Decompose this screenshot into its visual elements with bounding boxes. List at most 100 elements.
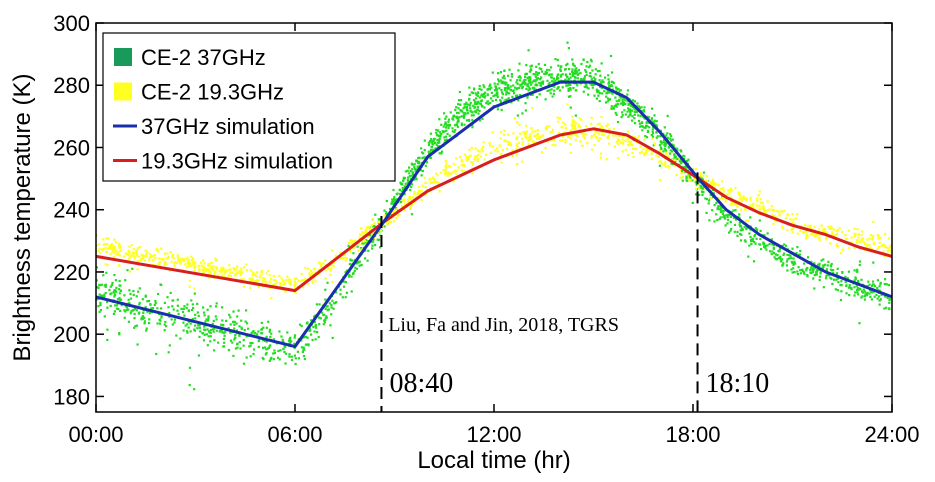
scatter-point bbox=[299, 323, 302, 326]
scatter-point bbox=[666, 155, 669, 158]
scatter-point bbox=[799, 272, 802, 275]
scatter-point bbox=[779, 255, 782, 258]
scatter-point bbox=[835, 229, 838, 232]
scatter-point bbox=[447, 173, 450, 176]
scatter-point bbox=[396, 192, 399, 195]
scatter-point bbox=[164, 261, 167, 264]
scatter-point bbox=[567, 47, 570, 50]
scatter-point bbox=[866, 238, 869, 241]
scatter-point bbox=[113, 290, 116, 293]
scatter-point bbox=[207, 268, 211, 271]
scatter-point bbox=[512, 89, 515, 92]
scatter-point bbox=[301, 286, 304, 289]
scatter-point bbox=[474, 155, 477, 158]
scatter-point bbox=[329, 324, 332, 327]
scatter-point bbox=[301, 350, 304, 353]
scatter-point bbox=[168, 311, 171, 315]
scatter-point bbox=[573, 126, 577, 129]
scatter-point bbox=[465, 155, 468, 158]
scatter-point bbox=[120, 298, 123, 301]
scatter-point bbox=[582, 134, 585, 138]
scatter-point bbox=[766, 232, 769, 235]
scatter-point bbox=[599, 137, 602, 140]
scatter-point bbox=[778, 247, 782, 250]
scatter-point bbox=[604, 76, 607, 79]
scatter-point bbox=[234, 336, 237, 339]
scatter-point bbox=[278, 274, 281, 277]
scatter-point bbox=[428, 178, 431, 181]
scatter-point bbox=[786, 213, 790, 216]
scatter-point bbox=[655, 125, 659, 128]
scatter-point bbox=[438, 131, 441, 134]
scatter-point bbox=[581, 144, 584, 147]
scatter-point bbox=[177, 312, 180, 315]
scatter-point bbox=[287, 278, 290, 281]
scatter-point bbox=[172, 257, 175, 260]
scatter-point bbox=[118, 245, 121, 248]
scatter-point bbox=[231, 271, 234, 274]
scatter-point bbox=[888, 307, 891, 310]
scatter-point bbox=[600, 125, 603, 128]
scatter-point bbox=[866, 294, 869, 297]
scatter-point bbox=[444, 168, 447, 171]
scatter-point bbox=[515, 94, 518, 97]
scatter-point bbox=[97, 286, 100, 289]
scatter-point bbox=[638, 107, 642, 110]
scatter-point bbox=[646, 125, 649, 128]
scatter-point bbox=[158, 318, 161, 321]
scatter-point bbox=[138, 301, 141, 305]
scatter-point bbox=[477, 153, 480, 156]
scatter-point bbox=[400, 183, 404, 186]
scatter-point bbox=[350, 263, 353, 266]
scatter-point bbox=[329, 269, 332, 272]
scatter-point bbox=[223, 272, 226, 275]
scatter-point bbox=[729, 220, 732, 224]
scatter-point bbox=[647, 121, 650, 124]
scatter-point bbox=[95, 244, 98, 247]
scatter-point bbox=[128, 256, 131, 259]
scatter-point bbox=[444, 121, 447, 124]
scatter-point bbox=[553, 139, 556, 142]
scatter-point bbox=[145, 327, 148, 330]
scatter-point bbox=[835, 278, 838, 281]
scatter-point bbox=[718, 217, 721, 221]
scatter-point bbox=[612, 106, 615, 109]
scatter-point bbox=[246, 269, 249, 272]
scatter-point bbox=[615, 87, 618, 90]
scatter-point bbox=[812, 277, 815, 280]
scatter-point bbox=[214, 271, 217, 274]
scatter-point bbox=[474, 101, 477, 105]
scatter-point bbox=[531, 93, 534, 96]
scatter-point bbox=[234, 347, 237, 350]
scatter-point bbox=[115, 286, 118, 289]
scatter-point bbox=[532, 80, 535, 83]
scatter-point bbox=[408, 166, 411, 169]
scatter-point bbox=[410, 162, 413, 165]
scatter-point bbox=[390, 202, 393, 205]
scatter-point bbox=[373, 222, 376, 225]
scatter-point bbox=[868, 237, 871, 240]
scatter-point bbox=[171, 323, 174, 326]
scatter-point bbox=[527, 79, 531, 82]
scatter-point bbox=[527, 85, 530, 88]
scatter-point bbox=[552, 92, 555, 95]
scatter-point bbox=[143, 322, 146, 325]
scatter-point bbox=[866, 245, 869, 248]
scatter-point bbox=[774, 258, 777, 261]
scatter-point bbox=[580, 119, 583, 122]
scatter-point bbox=[621, 99, 624, 102]
scatter-point bbox=[546, 79, 549, 82]
scatter-point bbox=[630, 143, 633, 146]
scatter-point bbox=[190, 264, 193, 267]
scatter-point bbox=[502, 133, 506, 136]
scatter-point bbox=[828, 227, 831, 230]
scatter-point bbox=[196, 327, 199, 330]
scatter-point bbox=[310, 333, 313, 336]
scatter-point bbox=[106, 250, 109, 254]
scatter-point bbox=[222, 337, 225, 341]
scatter-point bbox=[213, 349, 216, 352]
scatter-point bbox=[871, 283, 874, 286]
scatter-point bbox=[444, 135, 447, 138]
scatter-point bbox=[129, 255, 132, 258]
scatter-point bbox=[114, 250, 117, 253]
